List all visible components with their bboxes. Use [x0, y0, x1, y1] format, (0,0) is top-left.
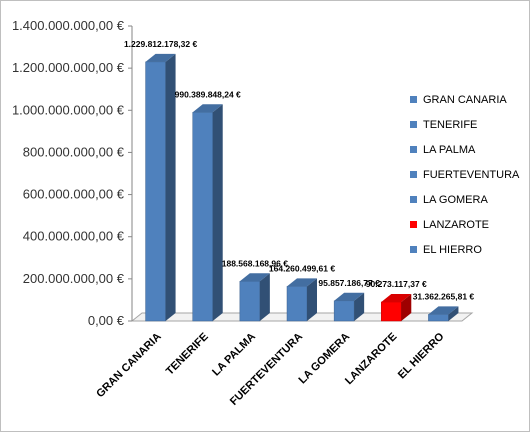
bar — [381, 301, 402, 322]
bar-side — [212, 104, 223, 322]
legend-label: FUERTEVENTURA — [423, 169, 520, 181]
data-label: 188.568.168,96 € — [222, 258, 288, 268]
bar — [192, 112, 213, 322]
data-label: 990.389.848,24 € — [175, 89, 241, 99]
bar — [145, 61, 166, 322]
bar — [428, 314, 449, 322]
legend-swatch — [410, 146, 417, 153]
x-axis-ticks: GRAN CANARIA TENERIFE LA PALMAFUERTEVENTUR… — [94, 330, 447, 408]
legend-label: LA GOMERA — [423, 194, 488, 206]
legend-label: LANZAROTE — [423, 219, 489, 231]
y-tick-label: 600.000.000,00 € — [23, 187, 125, 202]
legend-label: EL HIERRO — [423, 244, 482, 256]
legend-swatch — [410, 121, 417, 128]
y-tick-label: 0,00 € — [88, 313, 125, 328]
bar-top — [192, 104, 223, 113]
y-tick-label: 200.000.000,00 € — [23, 271, 125, 286]
bar-side — [165, 53, 176, 322]
data-label: 95.857.186,77 € — [318, 278, 380, 288]
legend-swatch — [410, 96, 417, 103]
bar — [239, 281, 261, 322]
bars — [145, 53, 459, 322]
legend-swatch — [410, 246, 417, 253]
bar-side — [354, 292, 365, 321]
bar — [333, 300, 355, 322]
y-tick-label: 400.000.000,00 € — [23, 229, 125, 244]
x-tick-label: TENERIFE — [164, 331, 211, 378]
legend-swatch — [410, 171, 417, 178]
data-labels: 1.229.812.178,32 € 990.389.848,24 € 188.56… — [124, 39, 474, 302]
bar — [286, 286, 308, 322]
data-label: 164.260.499,61 € — [269, 263, 335, 273]
bar-top — [145, 53, 176, 62]
bar-side — [259, 273, 270, 321]
bar-side — [307, 278, 317, 321]
x-tick-label: EL HIERRO — [396, 330, 447, 381]
x-tick-label: LA PALMA — [210, 331, 258, 379]
bar-side — [401, 293, 412, 321]
data-label: 90.273.117,37 € — [366, 279, 427, 289]
bar-top — [381, 293, 412, 302]
axes — [130, 26, 474, 322]
y-tick-label: 1.400.000.000,00 € — [12, 18, 125, 33]
legend-label: GRAN CANARIA — [423, 94, 507, 106]
bar-top — [428, 306, 459, 315]
bar-top — [287, 278, 317, 287]
data-label: 1.229.812.178,32 € — [124, 39, 198, 49]
y-tick-label: 800.000.000,00 € — [23, 144, 125, 159]
legend-swatch — [410, 196, 417, 203]
legend: GRAN CANARIA TENERIFE LA PALMA FUERTEVENTUR… — [410, 94, 520, 256]
y-tick-label: 1.200.000.000,00 € — [12, 60, 125, 75]
bar-top — [334, 292, 365, 301]
legend-label: TENERIFE — [423, 119, 477, 131]
y-tick-label: 1.000.000.000,00 € — [12, 102, 125, 117]
legend-swatch — [410, 221, 417, 228]
data-label: 31.362.265,81 € — [413, 291, 475, 301]
x-tick-label: GRAN CANARIA — [94, 331, 163, 400]
y-axis-ticks: 0,00 € 200.000.000,00 € 400.000.000,00 € 60… — [12, 18, 132, 328]
bar-top — [239, 273, 270, 282]
legend-label: LA PALMA — [423, 144, 476, 156]
bar-side — [448, 306, 459, 321]
